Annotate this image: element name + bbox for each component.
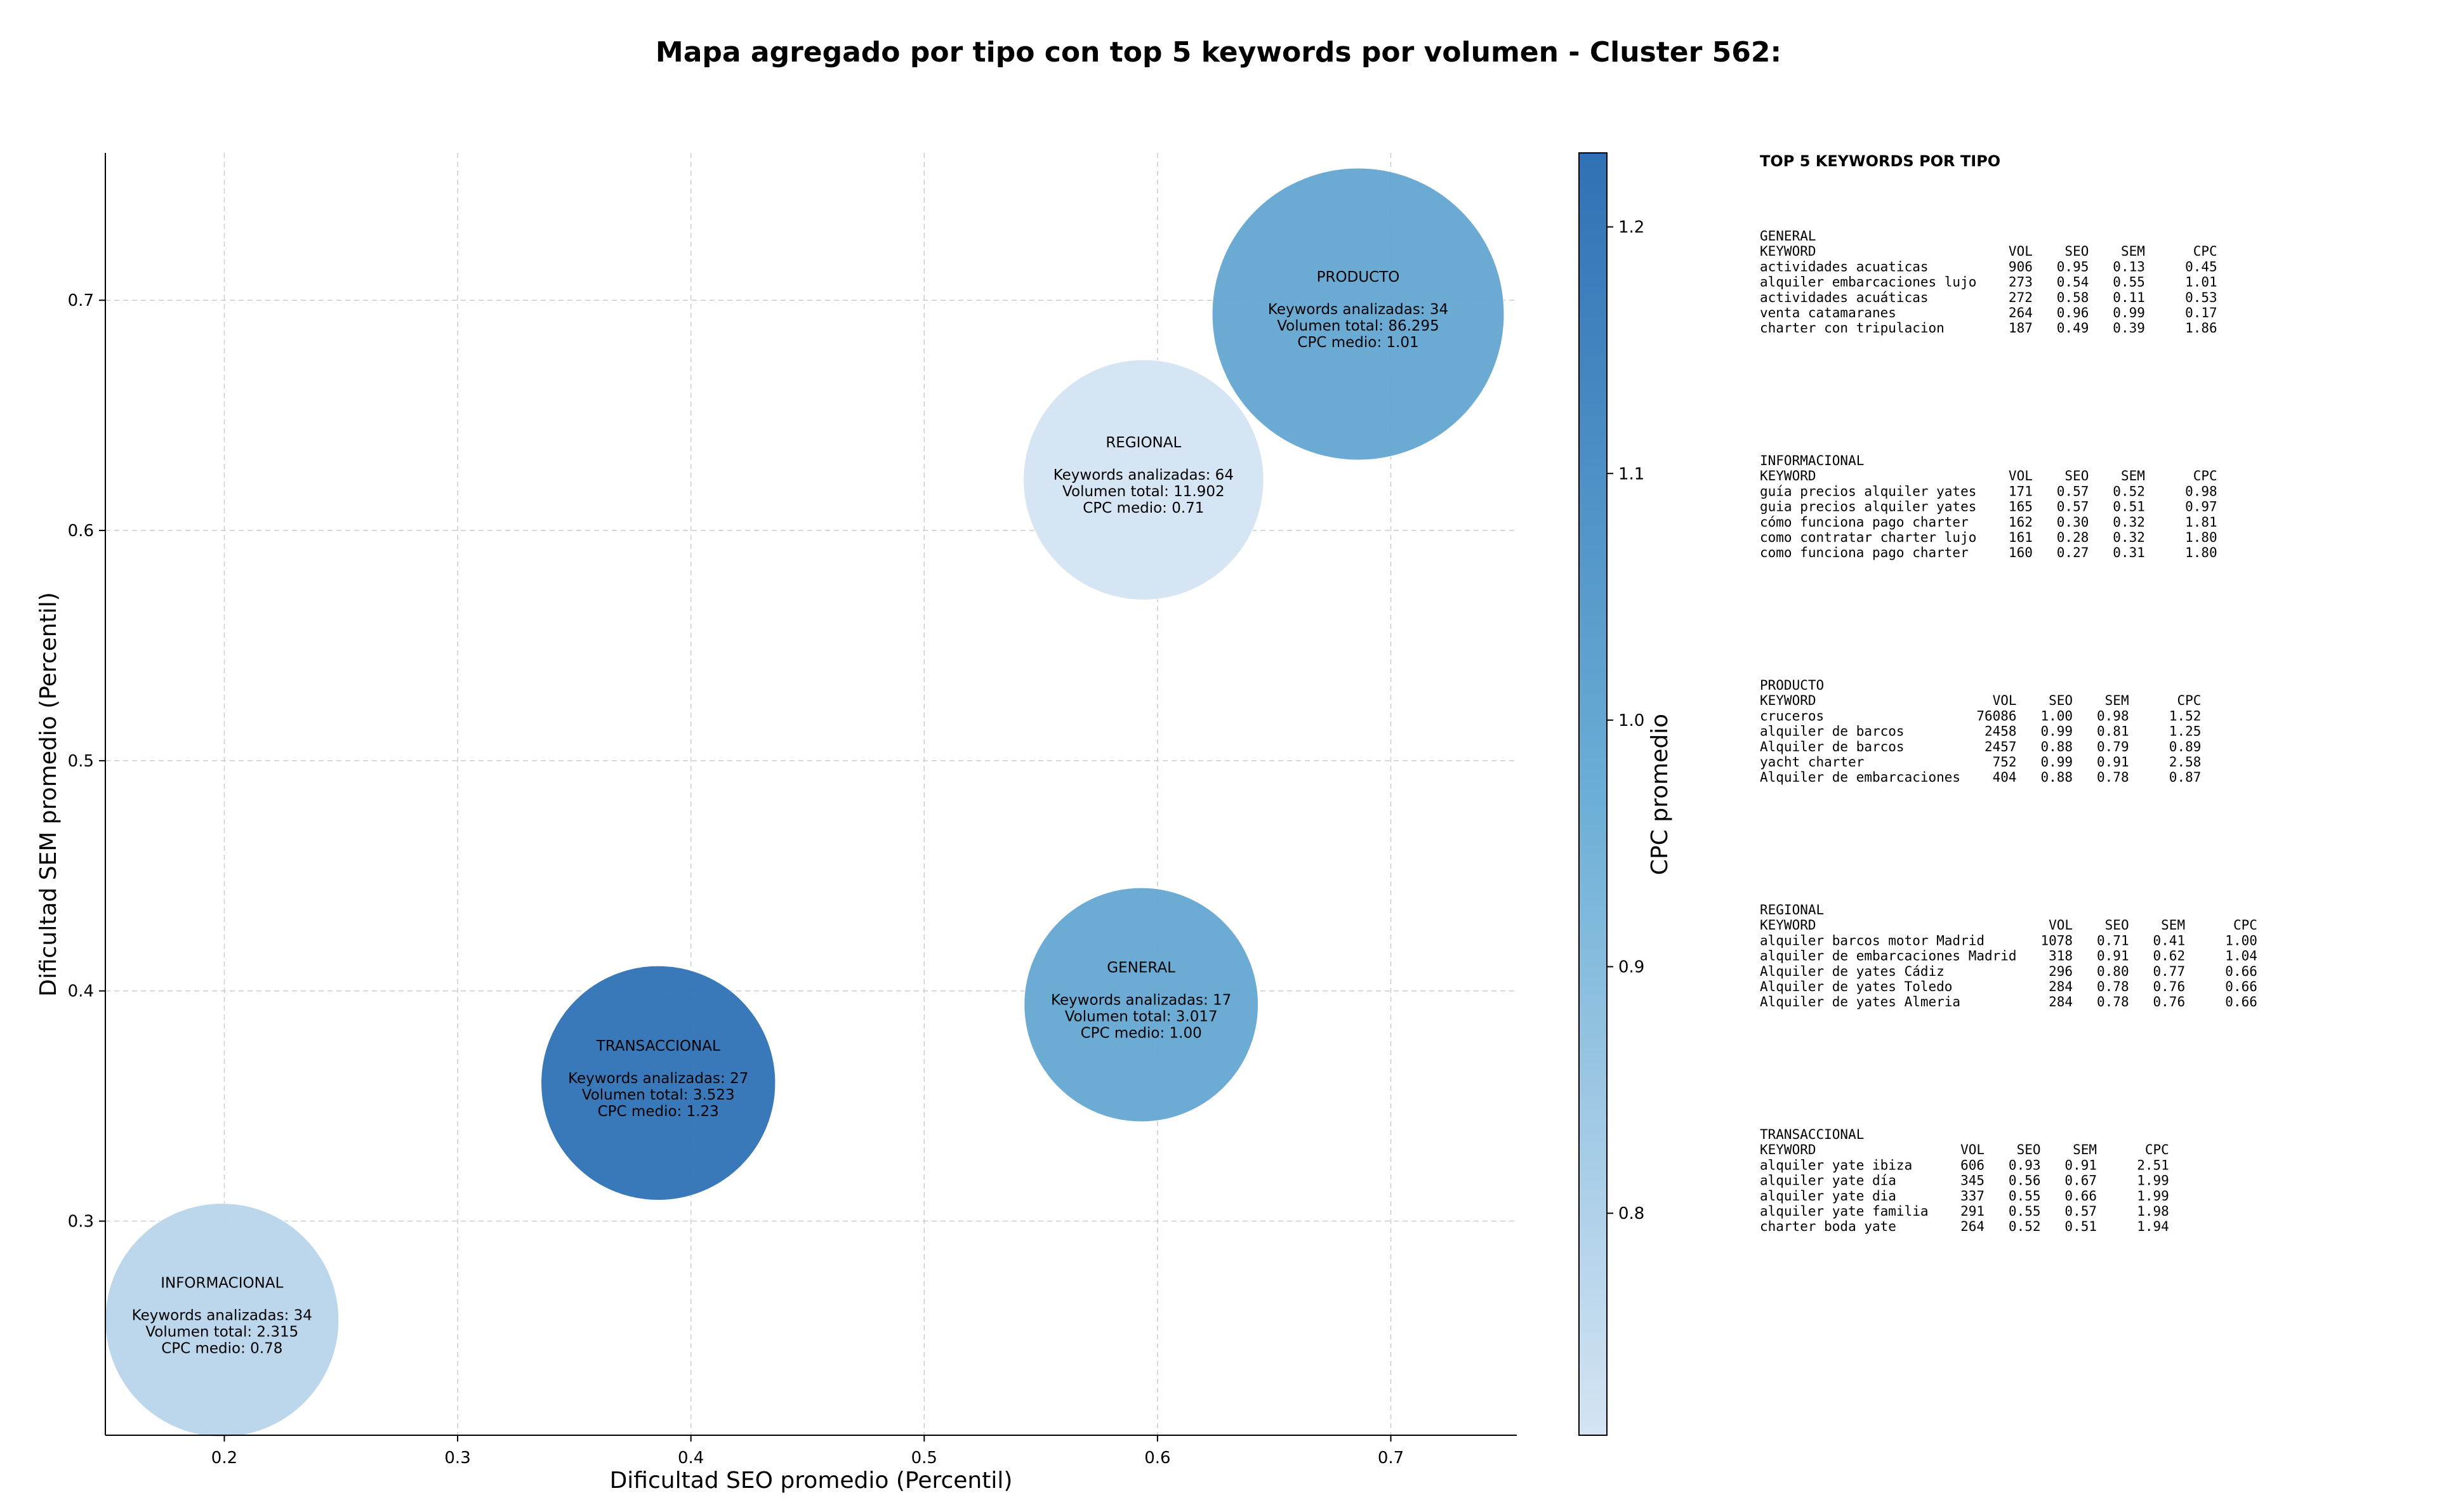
x-axis-label: Dificultad SEO promedio (Percentil)	[610, 1468, 1013, 1494]
bubble-stat-3: CPC medio: 1.00	[1081, 1025, 1202, 1041]
keyword-table-title: PRODUCTO	[1760, 678, 1824, 693]
y-ticks: 0.3 0.4 0.5 0.6 0.7	[68, 291, 105, 1232]
x-tick-label: 0.5	[911, 1449, 937, 1468]
keyword-table-row: actividades acuáticas 272 0.58 0.11 0.53	[1760, 290, 2217, 305]
bubble-stat-1: Keywords analizadas: 27	[568, 1070, 748, 1087]
keyword-table-row: alquiler yate ibiza 606 0.93 0.91 2.51	[1760, 1157, 2169, 1173]
keyword-table-row: Alquiler de embarcaciones 404 0.88 0.78 …	[1760, 770, 2201, 785]
keyword-table-row: Alquiler de barcos 2457 0.88 0.79 0.89	[1760, 739, 2201, 754]
keyword-table-row: guia precios alquiler yates 165 0.57 0.5…	[1760, 499, 2217, 515]
bubble-circle	[1023, 359, 1264, 600]
keyword-table-row: charter con tripulacion 187 0.49 0.39 1.…	[1760, 320, 2217, 336]
keyword-table-row: cómo funciona pago charter 162 0.30 0.32…	[1760, 515, 2217, 530]
bubble-label: REGIONAL	[1106, 435, 1181, 451]
bubble-transaccional: TRANSACCIONAL Keywords analizadas: 27Volu…	[541, 965, 776, 1201]
keyword-table-row: alquiler embarcaciones lujo 273 0.54 0.5…	[1760, 275, 2217, 290]
side-panel-title: TOP 5 KEYWORDS POR TIPO	[1760, 152, 2000, 170]
x-tick-label: 0.6	[1144, 1449, 1170, 1468]
bubble-stat-2: Volumen total: 86.295	[1277, 318, 1439, 334]
colorbar-tick-label: 0.8	[1618, 1204, 1644, 1223]
bubble-stat-3: CPC medio: 1.01	[1297, 334, 1418, 351]
bubble-label: GENERAL	[1107, 959, 1175, 976]
keyword-table-row: charter boda yate 264 0.52 0.51 1.94	[1760, 1219, 2169, 1234]
y-tick-label: 0.7	[68, 291, 94, 310]
keyword-table-row: como funciona pago charter 160 0.27 0.31…	[1760, 545, 2217, 560]
keyword-table-header: KEYWORD VOL SEO SEM CPC	[1760, 1142, 2169, 1157]
y-tick-label: 0.6	[68, 522, 94, 541]
colorbar-tick-label: 1.1	[1618, 464, 1644, 483]
bubble-label: PRODUCTO	[1317, 269, 1400, 286]
bubble-stat-3: CPC medio: 1.23	[598, 1103, 719, 1120]
bubble-informacional: INFORMACIONAL Keywords analizadas: 34Volu…	[105, 1203, 340, 1438]
colorbar-tick-label: 1.2	[1618, 218, 1644, 237]
bubble-stat-1: Keywords analizadas: 17	[1051, 992, 1231, 1008]
x-tick-label: 0.7	[1378, 1449, 1404, 1468]
bubble-stat-2: Volumen total: 3.523	[582, 1087, 735, 1103]
y-axis-label: Dificultad SEM promedio (Percentil)	[36, 592, 62, 997]
y-tick-label: 0.4	[68, 982, 94, 1001]
keyword-table-row: Alquiler de yates Cádiz 296 0.80 0.77 0.…	[1760, 964, 2257, 979]
keyword-table-row: alquiler yate día 345 0.56 0.67 1.99	[1760, 1173, 2169, 1188]
bubble-stat-2: Volumen total: 3.017	[1065, 1008, 1218, 1025]
bubble-stat-1: Keywords analizadas: 64	[1053, 467, 1234, 483]
keyword-table-title: REGIONAL	[1760, 902, 1824, 917]
x-tick-label: 0.2	[211, 1449, 237, 1468]
keyword-table-row: alquiler de embarcaciones Madrid 318 0.9…	[1760, 949, 2257, 964]
keyword-table-row: alquiler yate familia 291 0.55 0.57 1.98	[1760, 1204, 2169, 1219]
keyword-table-row: actividades acuaticas 906 0.95 0.13 0.45	[1760, 259, 2217, 274]
keyword-table-row: Alquiler de yates Almeria 284 0.78 0.76 …	[1760, 994, 2257, 1009]
keyword-table-title: TRANSACCIONAL	[1760, 1127, 1864, 1142]
bubble-circle	[1212, 168, 1505, 461]
colorbar-tick-label: 0.9	[1618, 958, 1644, 977]
keyword-table-row: venta catamaranes 264 0.96 0.99 0.17	[1760, 305, 2217, 320]
bubble-label: TRANSACCIONAL	[596, 1038, 720, 1055]
keyword-table-row: alquiler yate dia 337 0.55 0.66 1.99	[1760, 1188, 2169, 1204]
keyword-table-title: GENERAL	[1760, 228, 1816, 244]
x-tick-label: 0.3	[444, 1449, 470, 1468]
bubble-stat-3: CPC medio: 0.71	[1083, 500, 1204, 516]
bubble-circle	[541, 965, 776, 1201]
bubble-stat-2: Volumen total: 2.315	[145, 1324, 298, 1341]
colorbar-label: CPC promedio	[1647, 714, 1673, 875]
bubble-stat-1: Keywords analizadas: 34	[132, 1308, 312, 1324]
chart-title: Mapa agregado por tipo con top 5 keyword…	[656, 36, 1781, 69]
keyword-table-row: cruceros 76086 1.00 0.98 1.52	[1760, 708, 2201, 723]
bubble-stat-1: Keywords analizadas: 34	[1268, 301, 1448, 318]
keyword-table-header: KEYWORD VOL SEO SEM CPC	[1760, 468, 2217, 483]
keyword-table-header: KEYWORD VOL SEO SEM CPC	[1760, 693, 2201, 708]
keyword-table-header: KEYWORD VOL SEO SEM CPC	[1760, 244, 2217, 259]
colorbar-tick-label: 1.0	[1618, 711, 1644, 730]
keyword-table-row: guía precios alquiler yates 171 0.57 0.5…	[1760, 483, 2217, 499]
colorbar-ticks: 0.8 0.9 1.0 1.1 1.2	[1607, 218, 1644, 1223]
x-tick-label: 0.4	[678, 1449, 704, 1468]
keyword-table-row: alquiler barcos motor Madrid 1078 0.71 0…	[1760, 933, 2257, 948]
colorbar	[1578, 152, 1608, 1436]
keyword-table-row: alquiler de barcos 2458 0.99 0.81 1.25	[1760, 724, 2201, 739]
bubble-label: INFORMACIONAL	[161, 1275, 283, 1292]
keyword-table-title: INFORMACIONAL	[1760, 453, 1864, 468]
keyword-table-row: yacht charter 752 0.99 0.91 2.58	[1760, 754, 2201, 770]
y-tick-label: 0.5	[68, 752, 94, 771]
x-ticks: 0.2 0.3 0.4 0.5 0.6 0.7	[211, 1435, 1404, 1468]
y-tick-label: 0.3	[68, 1213, 94, 1232]
keyword-table-row: como contratar charter lujo 161 0.28 0.3…	[1760, 530, 2217, 545]
bubble-stat-2: Volumen total: 11.902	[1062, 483, 1225, 500]
bubble-stat-3: CPC medio: 0.78	[161, 1341, 282, 1357]
keyword-table-header: KEYWORD VOL SEO SEM CPC	[1760, 917, 2257, 933]
bubble-circle	[1024, 887, 1259, 1122]
keyword-table-row: Alquiler de yates Toledo 284 0.78 0.76 0…	[1760, 979, 2257, 994]
